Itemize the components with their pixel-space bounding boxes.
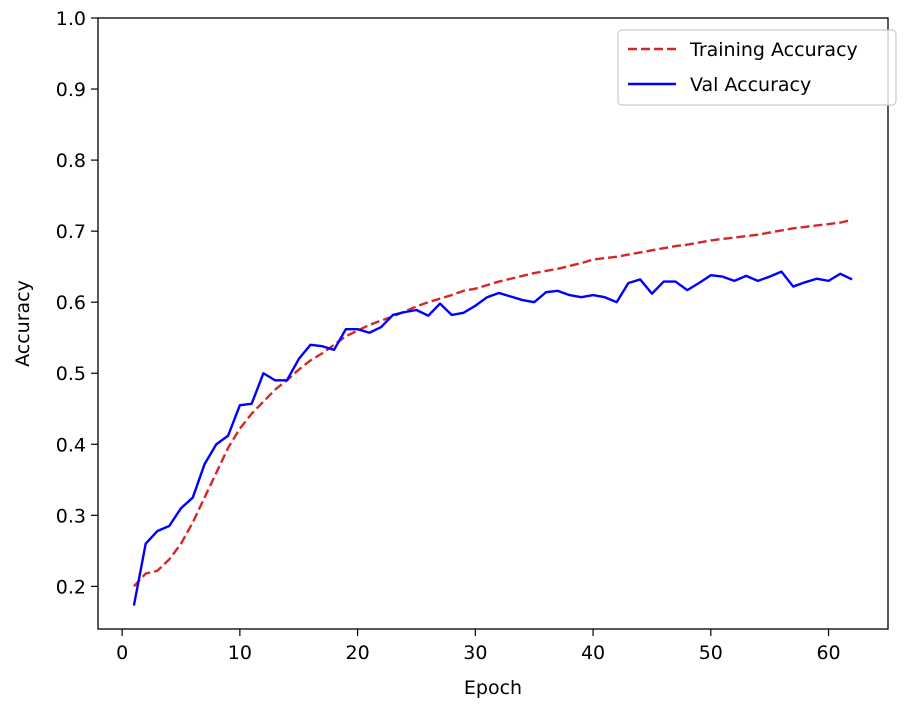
x-tick-label: 60 — [816, 642, 840, 664]
plot-frame — [97, 17, 889, 630]
legend-label: Val Accuracy — [690, 74, 811, 96]
y-tick-label: 0.4 — [56, 434, 86, 456]
y-tick-label: 0.8 — [56, 150, 86, 172]
x-tick-label: 10 — [228, 642, 252, 664]
y-axis-ticks: 0.2 0.3 0.4 0.5 0.6 0.7 0.8 0.9 1.0 — [56, 8, 98, 598]
x-tick-label: 50 — [699, 642, 723, 664]
series-line-val-accuracy — [132, 270, 853, 606]
legend: Training Accuracy Val Accuracy — [617, 29, 897, 106]
legend-label: Training Accuracy — [689, 39, 858, 61]
series-layer — [132, 218, 853, 606]
series-line-training-accuracy — [133, 218, 853, 588]
x-axis-ticks: 0 10 20 30 40 50 60 — [116, 629, 841, 664]
y-tick-label: 0.7 — [56, 221, 86, 243]
y-axis-label: Accuracy — [12, 280, 34, 367]
y-tick-label: 1.0 — [56, 8, 86, 30]
x-tick-label: 40 — [581, 642, 605, 664]
x-tick-label: 20 — [346, 642, 370, 664]
y-tick-label: 0.3 — [56, 505, 86, 527]
y-tick-label: 0.6 — [56, 292, 86, 314]
y-tick-label: 0.2 — [56, 576, 86, 598]
y-tick-label: 0.5 — [56, 363, 86, 385]
x-tick-label: 0 — [116, 642, 128, 664]
x-tick-label: 30 — [463, 642, 487, 664]
legend-box — [617, 29, 897, 106]
y-tick-label: 0.9 — [56, 79, 86, 101]
x-axis-label: Epoch — [464, 677, 522, 699]
